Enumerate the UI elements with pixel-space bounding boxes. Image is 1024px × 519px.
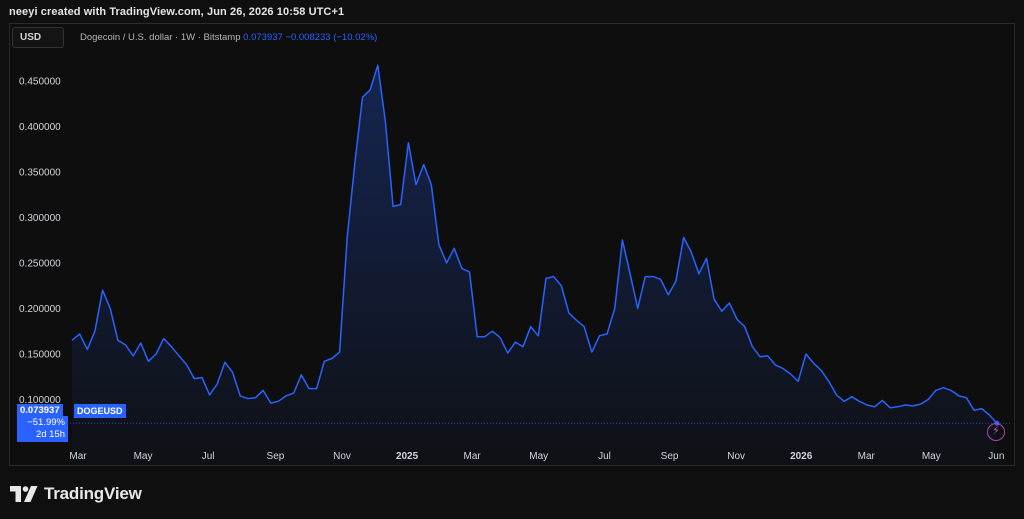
price-tag-details: −51.99% 2d 15h [17,416,68,442]
footer-logo: TradingView [10,484,142,504]
x-tick-label: Jun [988,451,1004,462]
y-tick-label: 0.200000 [19,304,61,315]
x-tick-label: May [134,451,153,462]
chart-credit: neeyi created with TradingView.com, Jun … [9,6,345,18]
x-axis: Mar May Jul Sep Nov 2025 Mar May Jul Sep Nov 2026 Ma… [69,451,1004,462]
y-tick-label: 0.300000 [19,213,61,224]
price-line [71,64,998,424]
x-tick-label: Nov [333,451,351,462]
y-tick-label: 0.400000 [19,122,61,133]
y-tick-label: 0.250000 [19,258,61,269]
last-price-tag: 0.073937 [17,404,63,418]
chart-legend: Dogecoin / U.S. dollar · 1W · Bitstamp 0… [80,32,377,43]
x-tick-label: Mar [69,451,87,462]
legend-change: −0.008233 (−10.02%) [285,32,378,43]
legend-last-price: 0.073937 [243,32,283,43]
x-tick-label: Nov [727,451,745,462]
x-tick-label: Mar [858,451,876,462]
x-tick-label: May [529,451,548,462]
y-tick-label: 0.350000 [19,167,61,178]
legend-title: Dogecoin / U.S. dollar · 1W · Bitstamp [80,32,241,43]
x-tick-label: May [922,451,941,462]
symbol-tag: DOGEUSD [74,404,126,418]
footer-brand: TradingView [44,484,142,503]
x-tick-label: Sep [661,451,679,462]
x-tick-label: 2025 [396,451,419,462]
x-tick-label: 2026 [790,451,813,462]
bar-countdown: 2d 15h [35,428,65,440]
y-axis: 0.450000 0.400000 0.350000 0.300000 0.250000… [19,76,61,406]
x-tick-label: Sep [267,451,285,462]
currency-selector[interactable]: USD [12,27,64,48]
tradingview-logo-icon [10,486,38,502]
price-change-percent: −51.99% [27,417,65,428]
lightning-icon[interactable]: ⚡ [987,423,1005,441]
y-tick-label: 0.100000 [19,395,61,406]
x-tick-label: Jul [202,451,215,462]
x-tick-label: Jul [598,451,611,462]
x-tick-label: Mar [464,451,482,462]
price-area [72,65,997,466]
y-tick-label: 0.450000 [19,76,61,87]
y-tick-label: 0.150000 [19,349,61,360]
